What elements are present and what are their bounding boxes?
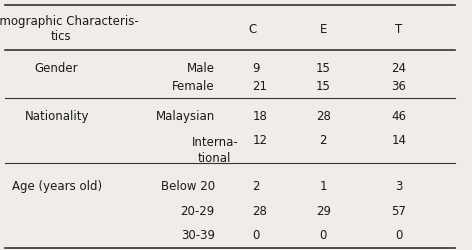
Text: Malaysian: Malaysian: [155, 110, 215, 123]
Text: 21: 21: [253, 80, 268, 93]
Text: Interna-
tional: Interna- tional: [191, 136, 238, 164]
Text: 1: 1: [320, 180, 327, 194]
Text: 15: 15: [316, 80, 331, 93]
Text: 18: 18: [253, 110, 268, 123]
Text: 15: 15: [316, 62, 331, 74]
Text: 2: 2: [253, 180, 260, 194]
Text: Nationality: Nationality: [25, 110, 89, 123]
Text: 28: 28: [253, 204, 268, 218]
Text: 9: 9: [253, 62, 260, 74]
Text: Gender: Gender: [35, 62, 78, 74]
Text: T: T: [395, 23, 403, 36]
Text: 0: 0: [395, 229, 403, 242]
Text: 30-39: 30-39: [181, 229, 215, 242]
Text: Below 20: Below 20: [160, 180, 215, 194]
Text: Age (years old): Age (years old): [12, 180, 101, 194]
Text: Demographic Characteris-
tics: Demographic Characteris- tics: [0, 15, 139, 43]
Text: 29: 29: [316, 204, 331, 218]
Text: 12: 12: [253, 134, 268, 147]
Text: 0: 0: [253, 229, 260, 242]
Text: 46: 46: [391, 110, 406, 123]
Text: 57: 57: [391, 204, 406, 218]
Text: 20-29: 20-29: [180, 204, 215, 218]
Text: 36: 36: [391, 80, 406, 93]
Text: C: C: [248, 23, 257, 36]
Text: Male: Male: [187, 62, 215, 74]
Text: 2: 2: [320, 134, 327, 147]
Text: E: E: [320, 23, 327, 36]
Text: 0: 0: [320, 229, 327, 242]
Text: 3: 3: [395, 180, 403, 194]
Text: 24: 24: [391, 62, 406, 74]
Text: 28: 28: [316, 110, 331, 123]
Text: 14: 14: [391, 134, 406, 147]
Text: Female: Female: [172, 80, 215, 93]
